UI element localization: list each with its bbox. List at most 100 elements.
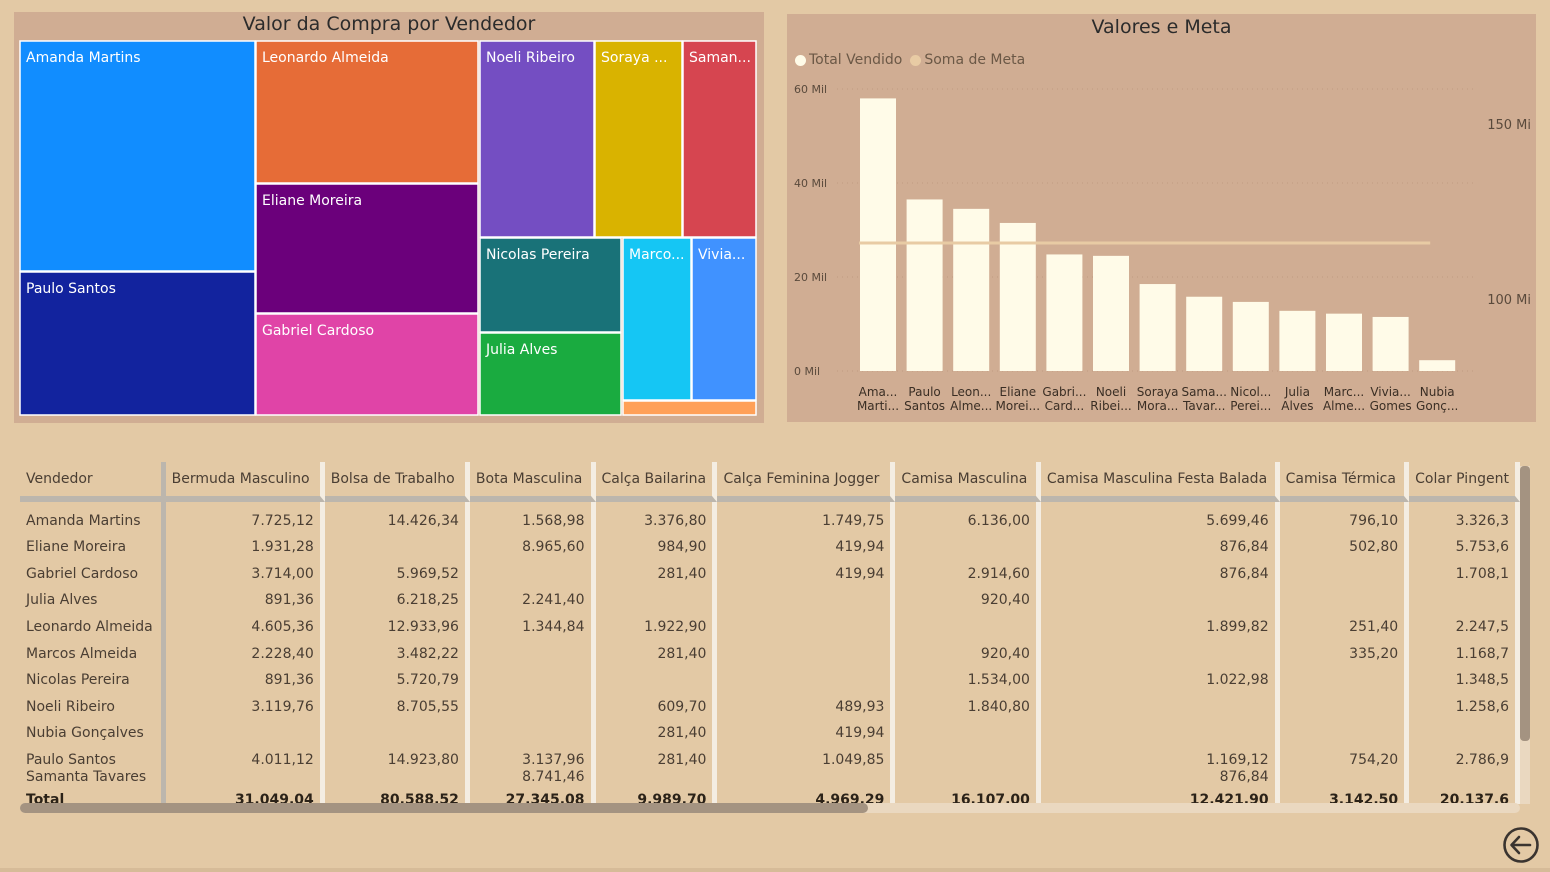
bar-total-vendido[interactable] xyxy=(1372,316,1409,371)
vertical-scrollbar[interactable] xyxy=(1520,466,1530,741)
table-row: Eliane Moreira 1.931,28 8.965,60 984,90 419,… xyxy=(20,528,1520,556)
legend-item-meta[interactable]: Soma de Meta xyxy=(910,52,1025,68)
bar-total-vendido[interactable] xyxy=(1186,296,1223,371)
x-tick-label: Leon... xyxy=(951,385,991,399)
treemap-tile-label: Leonardo Almeida xyxy=(262,50,389,66)
treemap-tile[interactable] xyxy=(255,313,479,416)
treemap-tile[interactable] xyxy=(691,237,757,401)
row-label: Amanda Martins xyxy=(20,502,166,529)
table-cell: 27.345,08 xyxy=(470,785,596,804)
bar-chart: 0 Mil 20 Mil 40 Mil 60 Mil 100 Mi 150 Mi Ama..… xyxy=(794,83,1531,413)
table-cell: 14.426,34 xyxy=(325,502,470,529)
treemap-tile[interactable] xyxy=(255,40,479,184)
bar-total-vendido[interactable] xyxy=(1279,310,1316,371)
x-tick-label: Alves xyxy=(1281,399,1313,413)
table-cell xyxy=(717,661,896,689)
legend-dot-icon xyxy=(910,54,922,66)
bar-total-vendido[interactable] xyxy=(999,222,1036,371)
column-header[interactable]: Camisa Masculina Festa Balada xyxy=(1040,462,1280,502)
treemap-tile[interactable] xyxy=(682,40,757,238)
table-total-row: Total 31.049,04 80.588,52 27.345,08 9.989,70… xyxy=(20,785,1520,804)
table-cell xyxy=(596,767,718,786)
table-cell: 1.049,85 xyxy=(717,741,896,768)
x-tick-label: Vivia... xyxy=(1370,385,1411,399)
table-cell: 8.705,55 xyxy=(325,688,470,715)
table-cell: 1.840,80 xyxy=(895,688,1041,715)
horizontal-scrollbar[interactable] xyxy=(20,803,868,813)
table-row: Leonardo Almeida 4.605,36 12.933,96 1.344,8… xyxy=(20,608,1520,635)
x-tick-label: Gabri... xyxy=(1042,385,1086,399)
table-cell: 3.376,80 xyxy=(596,502,718,529)
table-cell: 1.899,82 xyxy=(1041,608,1280,635)
treemap-tile[interactable] xyxy=(479,332,622,416)
legend-item-total[interactable]: Total Vendido xyxy=(795,52,902,68)
bar-total-vendido[interactable] xyxy=(1046,254,1083,371)
table-cell xyxy=(166,767,325,786)
treemap-tile[interactable] xyxy=(19,40,256,272)
table-cell xyxy=(1280,688,1410,715)
table-cell: 876,84 xyxy=(1041,767,1280,786)
bar-total-vendido[interactable] xyxy=(1139,284,1176,371)
treemap-tile[interactable] xyxy=(479,237,622,333)
table-cell xyxy=(717,581,896,609)
bar-total-vendido[interactable] xyxy=(1419,360,1456,371)
row-label: Total xyxy=(20,785,166,804)
treemap-tile[interactable] xyxy=(255,183,479,314)
row-label: Julia Alves xyxy=(20,581,166,609)
x-tick-label: Ama... xyxy=(859,385,898,399)
table-cell xyxy=(717,767,896,786)
table-cell: 16.107,00 xyxy=(895,785,1041,804)
column-header[interactable]: Camisa Masculina xyxy=(895,462,1041,502)
column-header[interactable]: Bolsa de Trabalho xyxy=(324,462,470,502)
treemap-tile[interactable] xyxy=(594,40,683,238)
table-cell: 876,84 xyxy=(1041,555,1280,582)
table-cell: 3.482,22 xyxy=(325,634,470,662)
column-header[interactable]: Calça Bailarina xyxy=(595,462,718,502)
column-header[interactable]: Calça Feminina Jogger xyxy=(717,462,896,502)
table-cell: 1.749,75 xyxy=(717,502,896,529)
table-cell xyxy=(895,741,1041,768)
table-cell xyxy=(1409,767,1520,786)
table-cell xyxy=(470,555,596,582)
table-cell: 281,40 xyxy=(596,555,718,582)
table-cell: 2.786,9 xyxy=(1409,741,1520,768)
bar-total-vendido[interactable] xyxy=(906,199,943,371)
table-cell: 1.022,98 xyxy=(1041,661,1280,689)
back-button[interactable] xyxy=(1502,826,1540,864)
table-cell: 12.933,96 xyxy=(325,608,470,635)
x-tick-label: Tavar... xyxy=(1182,399,1225,413)
row-label: Leonardo Almeida xyxy=(20,608,166,635)
bar-total-vendido[interactable] xyxy=(1326,313,1362,371)
bar-total-vendido[interactable] xyxy=(953,208,990,371)
table-cell: 3.137,96 xyxy=(470,741,596,768)
table-cell xyxy=(1280,714,1410,742)
table-cell xyxy=(1041,688,1280,715)
treemap-tile[interactable] xyxy=(622,237,692,401)
x-tick-label: Noeli xyxy=(1096,385,1126,399)
treemap-tile-label: Julia Alves xyxy=(485,342,557,358)
column-header[interactable]: Colar Pingent xyxy=(1409,462,1520,502)
treemap-tile[interactable] xyxy=(19,271,256,416)
matrix: Vendedor Bermuda Masculino Bolsa de Trabal… xyxy=(20,462,1520,804)
bar-chart-title: Valores e Meta xyxy=(1091,16,1232,38)
table-cell: 9.989,70 xyxy=(596,785,718,804)
column-header[interactable]: Bermuda Masculino xyxy=(165,462,325,502)
treemap-tile[interactable] xyxy=(622,400,757,416)
bar-total-vendido[interactable] xyxy=(1232,301,1269,371)
treemap-tile[interactable] xyxy=(479,40,595,238)
treemap-chart: Amanda Martins Paulo Santos Leonardo Almei… xyxy=(19,40,757,416)
table-cell: 281,40 xyxy=(596,634,718,662)
column-header-vendedor[interactable]: Vendedor xyxy=(20,462,166,502)
table-row: Julia Alves 891,36 6.218,25 2.241,40 920,40 xyxy=(20,581,1520,609)
row-label: Gabriel Cardoso xyxy=(20,555,166,582)
bar-chart-panel: Valores e Meta Total Vendido Soma de Met… xyxy=(787,14,1536,422)
bar-total-vendido[interactable] xyxy=(860,98,896,372)
table-cell: 5.720,79 xyxy=(325,661,470,689)
table-cell: 891,36 xyxy=(166,661,325,689)
table-cell: 80.588,52 xyxy=(325,785,470,804)
bar-total-vendido[interactable] xyxy=(1093,255,1129,371)
table-cell xyxy=(717,634,896,662)
column-header[interactable]: Camisa Térmica xyxy=(1279,462,1410,502)
column-header[interactable]: Bota Masculina xyxy=(469,462,596,502)
y-right-tick-label: 100 Mi xyxy=(1487,293,1531,308)
